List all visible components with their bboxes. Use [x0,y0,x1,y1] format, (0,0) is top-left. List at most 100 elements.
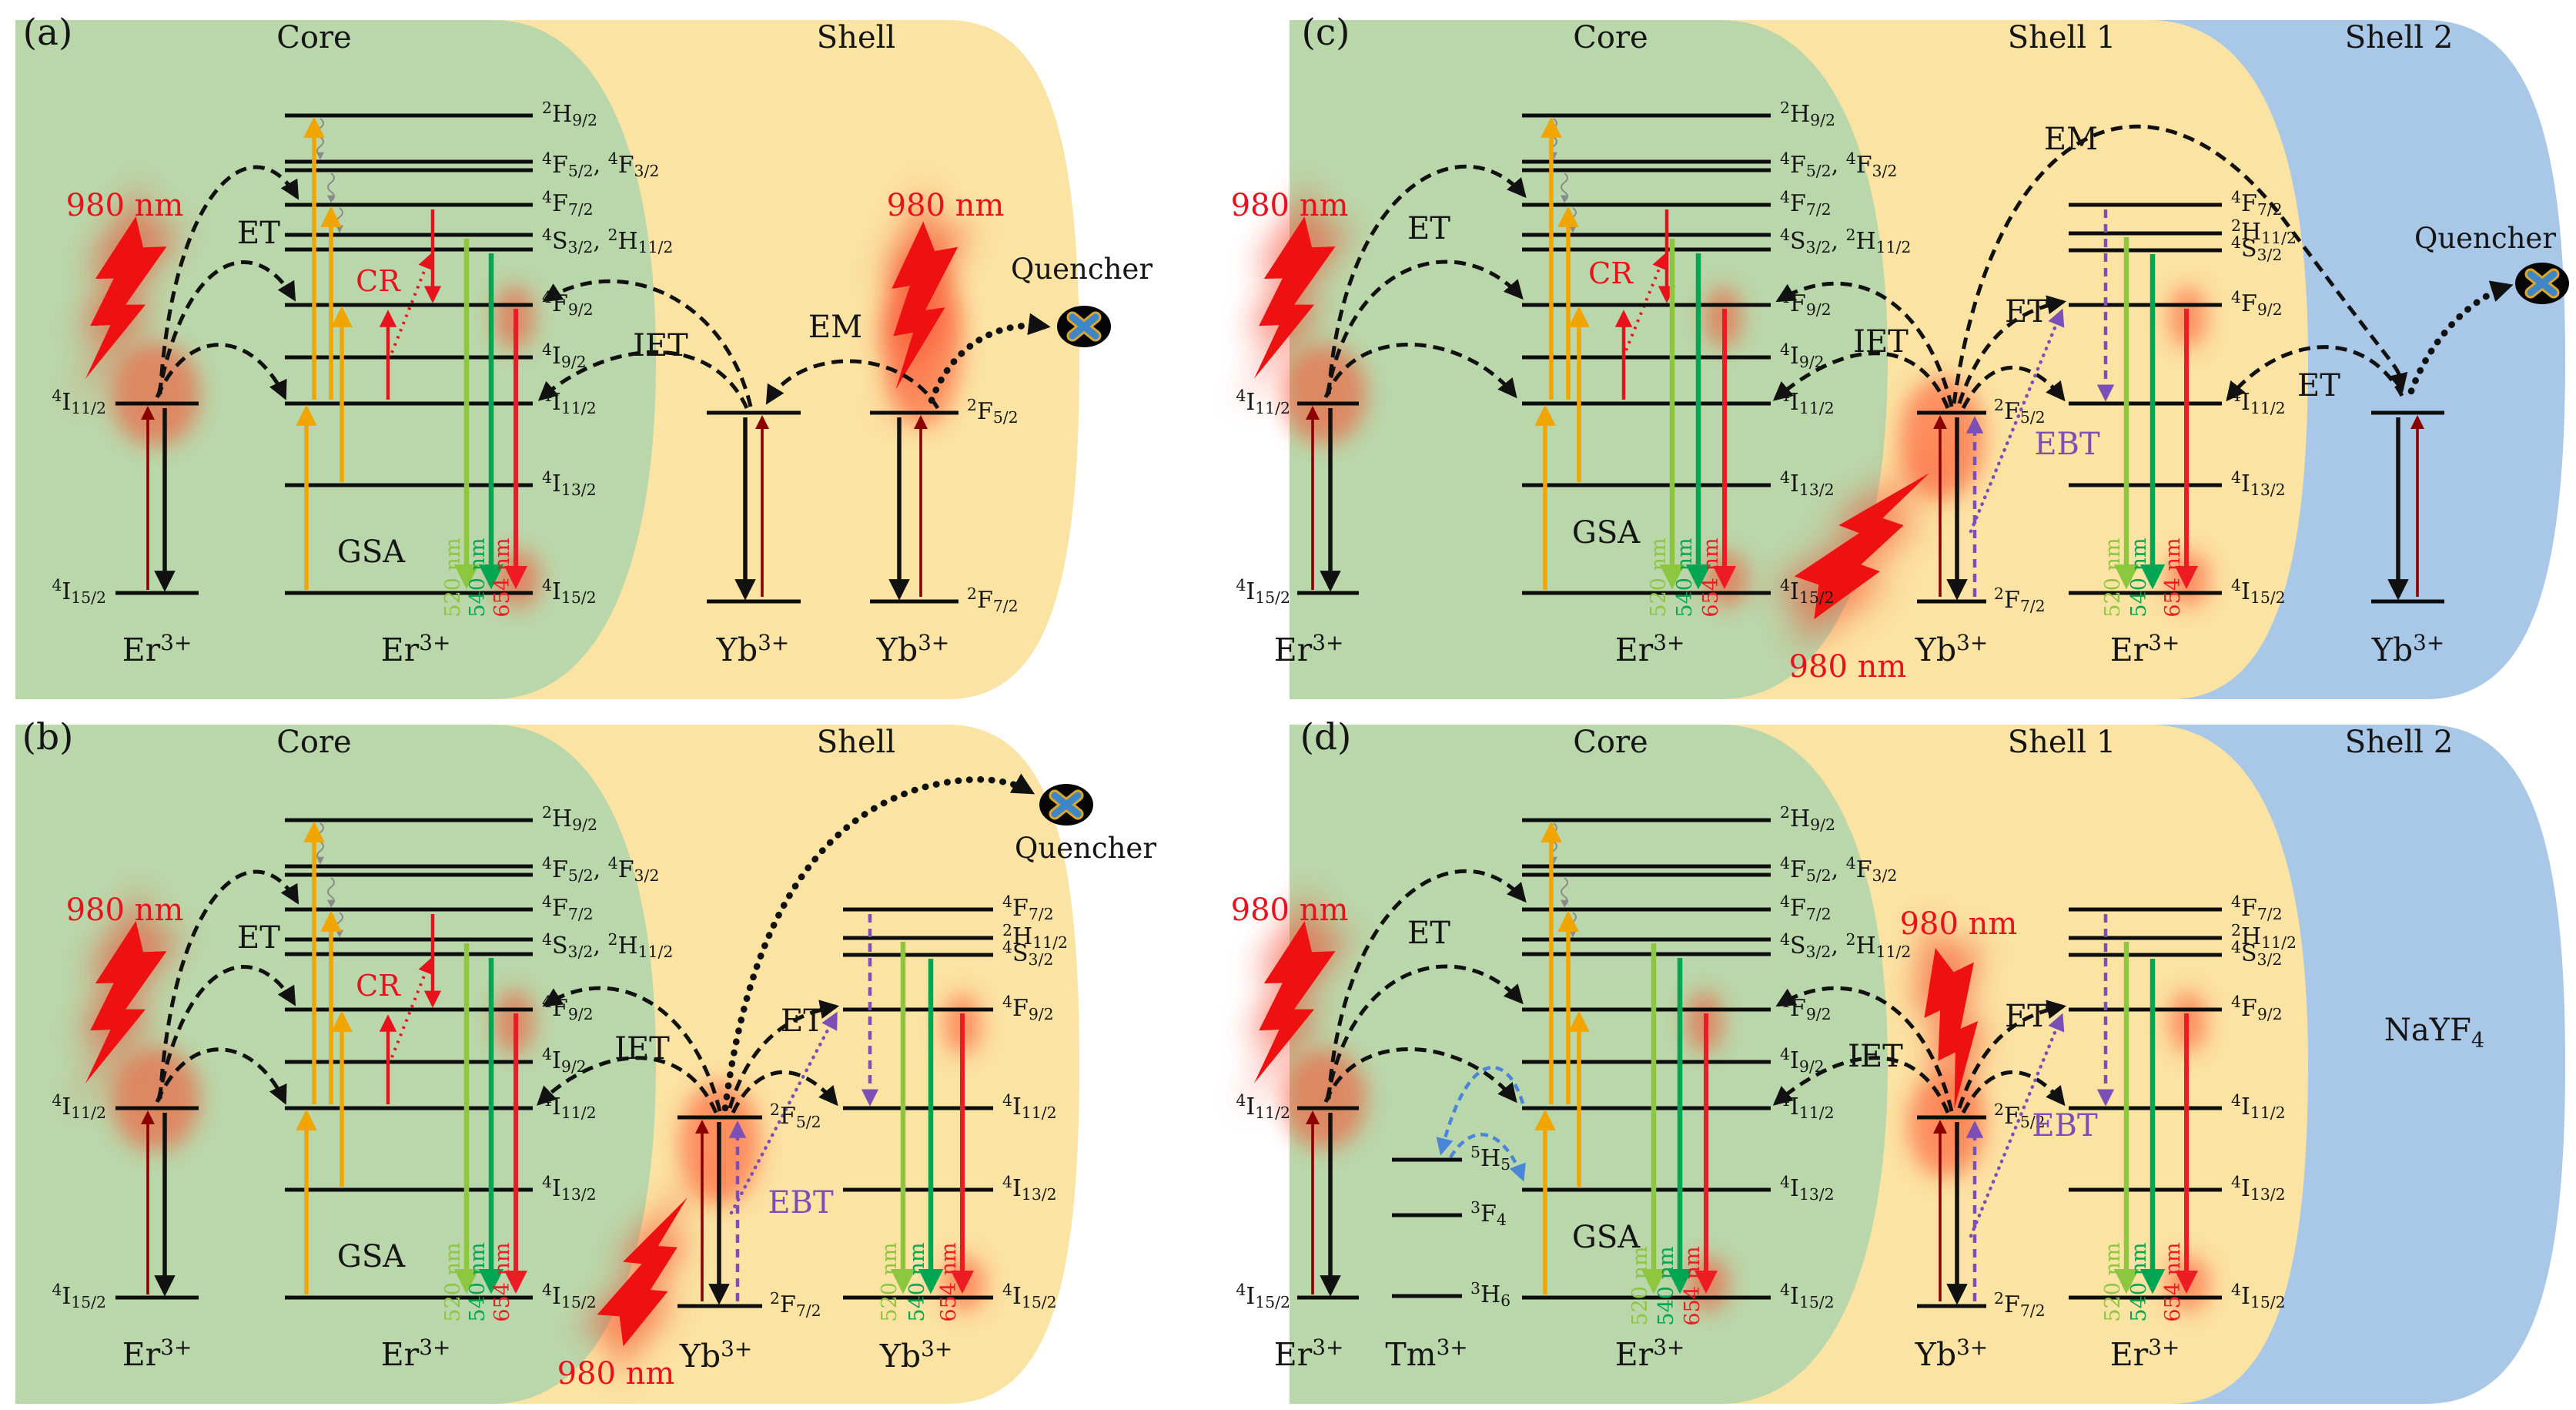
level-label: 4F9/2 [542,993,594,1023]
process-label: ET [2005,999,2048,1034]
level-label: 4S3/2, 2H11/2 [1780,930,1911,961]
ion-label: Yb3+ [879,1336,952,1375]
laser-bolt-icon [597,1197,687,1347]
quencher-icon [2515,263,2569,304]
laser-label: 980 nm [1231,893,1349,928]
level-label: 4F5/2, 4F3/2 [1780,854,1897,885]
energy-transfer-arc [1772,351,1950,409]
level-label: 4F9/2 [2231,993,2283,1023]
region-title: Core [276,725,351,760]
energy-transfer-arc [731,1070,838,1114]
quencher-label: Quencher [1015,832,1156,865]
level-label: 2F7/2 [1994,1289,2046,1320]
energy-transfer-arc [1326,164,1527,395]
panel-c-core-region [1290,20,1888,699]
energy-transfer-arc [728,1000,840,1109]
ion-label: Er3+ [122,1335,192,1373]
level-label: 4I13/2 [1780,1173,1835,1204]
emission-wavelength-label: 520 nm [1628,1246,1652,1325]
level-label: 4I15/2 [1780,1281,1835,1311]
laser-glow [111,1047,200,1151]
process-label: ET [1407,916,1450,951]
process-label: ET [237,216,280,251]
level-label: 3F4 [1470,1198,1507,1229]
level-label: 4S3/2, 2H11/2 [1780,226,1911,256]
level-label: 4I11/2 [542,387,597,417]
ion-label: Tm3+ [1385,1335,1467,1373]
region-title: Shell 2 [2345,725,2454,760]
level-label: 4I13/2 [542,1173,597,1204]
laser-label: 980 nm [1231,188,1349,223]
level-label: 4I13/2 [1780,468,1835,499]
process-label: EBT [768,1185,834,1221]
process-label: GSA [1572,515,1641,551]
level-label: 4F7/2 [542,188,594,219]
ion-label: Er3+ [2110,630,2180,668]
energy-transfer-arc [765,359,940,410]
process-label: ET [781,1003,824,1039]
quencher-icon [1057,306,1111,347]
energy-transfer-arc [1775,986,1954,1112]
emission-wavelength-label: 520 nm [1647,538,1671,617]
energy-transfer-arc [158,869,299,1100]
cross-relaxation-link [390,253,433,353]
level-label: 4I15/2 [2231,1281,2286,1311]
level-label: 3H6 [1470,1279,1510,1310]
emission-wavelength-label: 654 nm [490,1242,514,1321]
energy-transfer-arc [2226,345,2404,402]
energy-transfer-arc [1961,365,2066,410]
energy-transfer-arc [542,279,753,407]
energy-transfer-arc [1323,1047,1517,1104]
laser-label: 980 nm [66,188,184,223]
level-label: 4I15/2 [52,1281,106,1311]
level-label: 4I9/2 [1780,1045,1825,1076]
energy-transfer-arc [1957,1000,2067,1109]
ion-label: Yb3+ [1915,1335,1988,1373]
region-title: Shell [817,20,895,55]
emission-wavelength-label: 520 nm [2101,538,2125,617]
level-label: 4I13/2 [542,468,597,499]
energy-transfer-arc [1325,260,1524,397]
ion-label: Yb3+ [679,1336,752,1375]
level-label: 2H9/2 [1780,803,1835,834]
level-label: 4S3/2, 2H11/2 [542,930,673,961]
process-label: IET [633,328,688,363]
laser-bolt-icon [85,216,167,379]
ion-label: Er3+ [381,630,451,668]
level-label: 4S3/2 [1002,938,1053,969]
panel-tag: (b) [22,716,74,759]
energy-transfer-arc [1772,1056,1950,1114]
level-label: 4F7/2 [2231,188,2283,219]
laser-bolt-icon [1924,947,1979,1109]
level-label: 2H9/2 [542,803,597,834]
energy-transfer-arc [155,1047,287,1105]
multiphonon-relaxation-arrow [1561,172,1568,203]
energy-transfer-arc [158,165,299,395]
region-title: Core [1573,20,1648,55]
level-label: 4I11/2 [1780,387,1835,417]
panel-tag: (a) [23,12,73,54]
ion-label: Yb3+ [2371,630,2444,668]
level-label: 2F7/2 [967,584,1019,615]
panel-tag: (d) [1300,716,1352,759]
emission-wavelength-label: 540 nm [2127,538,2151,617]
level-label: 2F7/2 [1994,584,2046,615]
laser-glow [1282,1049,1367,1149]
level-label: 4I9/2 [1780,340,1825,371]
level-label: 4I11/2 [1780,1091,1835,1122]
level-label: 4I15/2 [52,576,106,607]
emission-wavelength-label: 654 nm [2161,1242,2185,1321]
energy-transfer-arc [1957,295,2067,404]
process-label: IET [614,1031,670,1067]
ion-label: Yb3+ [716,630,789,668]
region-title: Core [276,20,351,55]
process-label: GSA [337,534,406,570]
level-label: 4I11/2 [1002,1091,1057,1122]
tm-transfer-arc [1449,1133,1526,1182]
energy-transfer-arc [1323,343,1517,399]
level-label: 2F5/2 [1994,396,2046,427]
ion-label: Er3+ [1615,1335,1685,1373]
process-label: GSA [1572,1220,1641,1255]
